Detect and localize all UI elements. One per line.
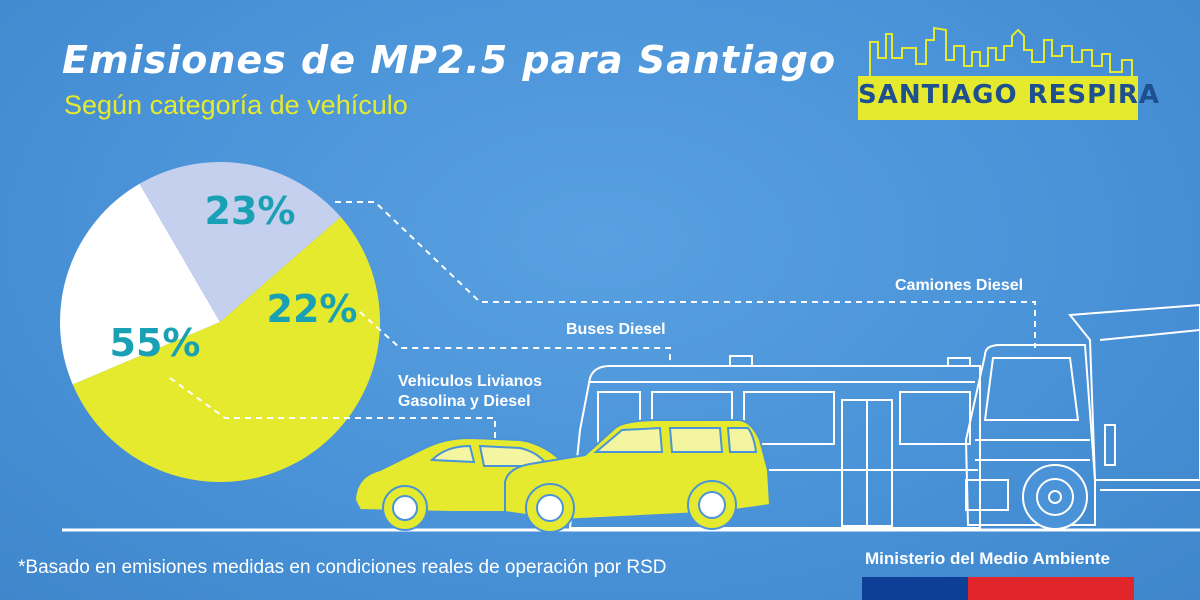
leader-line-light-vehicles [169, 377, 496, 440]
santiago-respira-logo [858, 26, 1138, 120]
label-trucks: Camiones Diesel [895, 277, 1023, 294]
pie-slice-percent-label: 23% [205, 189, 296, 233]
logo-text: SANTIAGO RESPIRA [858, 80, 1161, 110]
flag-blue-stripe [862, 577, 968, 600]
truck-illustration [964, 303, 1200, 530]
pie-slice [139, 161, 341, 322]
page-title: Emisiones de MP2.5 para Santiago [62, 38, 837, 82]
light-vehicles-illustration [353, 419, 772, 533]
footnote: *Basado en emisiones medidas en condicio… [18, 557, 667, 578]
label-light-vehicles-line1: Vehiculos Livianos [398, 373, 542, 390]
flag-red-stripe [968, 577, 1134, 600]
label-light-vehicles-line2: Gasolina y Diesel [398, 393, 531, 410]
pie-slice-percent-label: 22% [267, 287, 358, 331]
callout-lines [169, 201, 1036, 440]
ministry-name: Ministerio del Medio Ambiente [865, 549, 1110, 568]
page-subtitle: Según categoría de vehículo [64, 90, 408, 120]
leader-line-buses [359, 311, 671, 364]
pie-slice [60, 183, 220, 385]
logo-banner [858, 76, 1138, 120]
pie-slice [72, 217, 380, 482]
ministry-flag-stripe [862, 577, 1134, 600]
skyline-icon [869, 26, 1133, 76]
pie-slice-percent-label: 55% [110, 321, 201, 365]
callout-labels: Camiones Diesel Buses Diesel Vehiculos L… [398, 277, 1023, 410]
pie: 23% 22% 55% [60, 161, 380, 482]
leader-line-trucks [335, 201, 1036, 348]
label-buses: Buses Diesel [566, 321, 666, 338]
